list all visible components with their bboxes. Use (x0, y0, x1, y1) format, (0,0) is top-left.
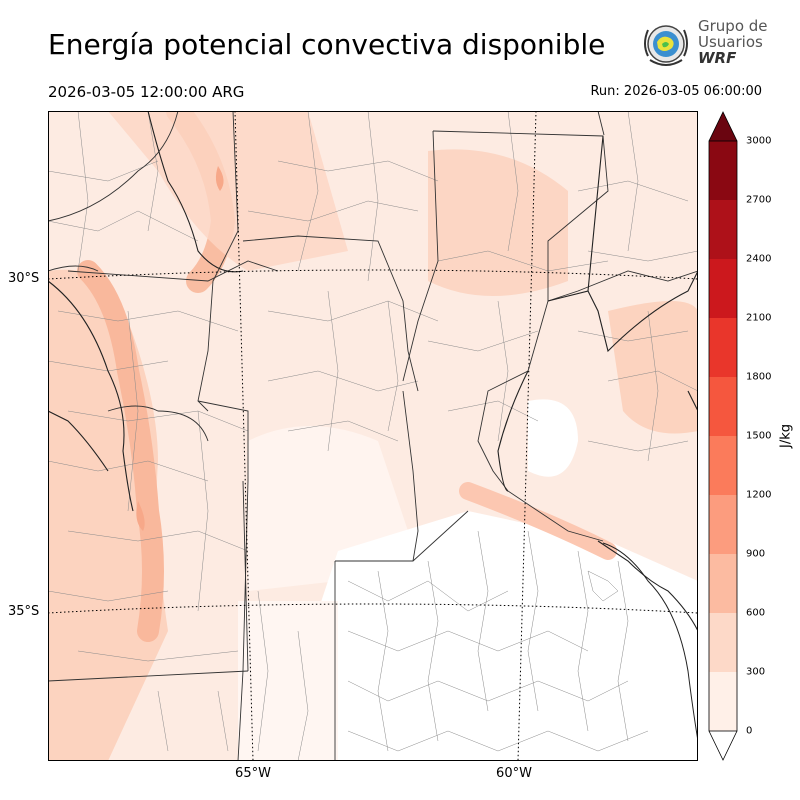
colorbar-segment (709, 259, 737, 318)
wrf-logo: Grupo de Usuarios WRF (638, 16, 768, 76)
department-boundaries (48, 111, 698, 761)
map-frame (48, 111, 698, 761)
province-boundaries (48, 111, 698, 761)
logo-line-1: Grupo de (698, 17, 768, 35)
lon-label-60w: 60°W (496, 766, 532, 781)
parallel-35s (48, 603, 698, 614)
valid-time: 2026-03-05 12:00:00 ARG (48, 83, 245, 101)
colorbar-segment (709, 377, 737, 436)
colorbar-tick-label: 1200 (746, 489, 772, 501)
buenos-aires-partidos (347, 530, 649, 752)
graticule (48, 111, 698, 761)
meridian-60w (517, 111, 537, 761)
coastline (602, 542, 698, 742)
colorbar-segment (709, 436, 737, 495)
colorbar-frame (708, 140, 738, 732)
colorbar-segment (709, 200, 737, 259)
colorbar-tick-label: 2700 (746, 194, 772, 206)
meridian-65w (234, 111, 254, 761)
colorbar-segment (709, 141, 737, 200)
cape-max-spot-north (215, 166, 224, 191)
colorbar-tick-label: 1800 (746, 371, 772, 383)
cape-band-northwest (108, 111, 348, 271)
national-border (48, 111, 698, 632)
colorbar-max-extension (708, 111, 738, 142)
colorbar-segment (709, 672, 737, 731)
colorbar-tick-label: 2100 (746, 312, 772, 324)
map-title: Energía potencial convectiva disponible (48, 28, 606, 61)
logo-line-3: WRF (698, 49, 737, 67)
cape-band-east (608, 301, 698, 434)
parallel-30s (48, 269, 698, 280)
lat-label-30s: 30°S (8, 271, 40, 286)
cape-band-rio-de-la-plata (459, 482, 617, 560)
lon-label-65w: 65°W (235, 766, 271, 781)
cape-map (48, 111, 698, 761)
colorbar (708, 111, 738, 761)
cape-max-spot (136, 501, 145, 531)
colorbar-tick-label: 1500 (746, 430, 772, 442)
colorbar-segment (709, 554, 737, 613)
logo-text: Grupo de Usuarios WRF (698, 18, 768, 66)
lat-label-35s: 35°S (8, 604, 40, 619)
logo-line-2: Usuarios (698, 33, 763, 51)
colorbar-tick-label: 0 (746, 725, 753, 737)
colorbar-segment (709, 495, 737, 554)
colorbar-segment (709, 613, 737, 672)
cape-zero-region-entre-rios (528, 399, 578, 477)
run-time: Run: 2026-03-05 06:00:00 (590, 84, 762, 99)
cape-low-region-south (238, 601, 338, 761)
colorbar-min-extension (708, 730, 738, 761)
colorbar-tick-label: 900 (746, 548, 766, 560)
cape-zero-region-buenos-aires (298, 511, 698, 761)
colorbar-tick-label: 2400 (746, 253, 772, 265)
colorbar-unit-label: J/kg (778, 424, 794, 448)
colorbar-tick-label: 600 (746, 607, 766, 619)
colorbar-segment (709, 318, 737, 377)
colorbar-tick-label: 3000 (746, 135, 772, 147)
cape-band-northeast (428, 149, 568, 296)
cape-band-andes (77, 260, 164, 642)
wrf-globe-emblem-icon (644, 25, 688, 66)
colorbar-tick-label: 300 (746, 666, 766, 678)
